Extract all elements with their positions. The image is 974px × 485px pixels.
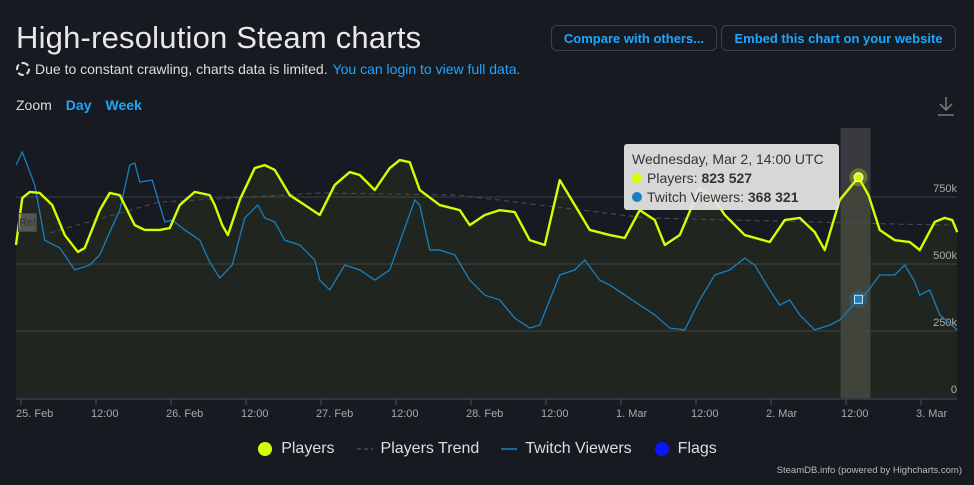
credit-text: SteamDB.info (powered by Highcharts.com) bbox=[776, 465, 962, 476]
y-tick-label: 750k bbox=[933, 183, 957, 195]
circle-icon bbox=[258, 442, 273, 456]
data-limit-notice: Due to constant crawling, charts data is… bbox=[16, 61, 520, 77]
tooltip-players-value: 823 527 bbox=[701, 170, 753, 186]
zoom-controls: Zoom Day Week bbox=[16, 97, 142, 113]
loading-circle-icon bbox=[16, 62, 30, 76]
legend-label: Players Trend bbox=[380, 440, 480, 457]
tooltip-twitch-value: 368 321 bbox=[747, 189, 799, 205]
x-tick-label: 2. Mar bbox=[766, 408, 798, 420]
legend-label: Flags bbox=[677, 440, 717, 457]
x-tick-label: 3. Mar bbox=[916, 408, 948, 420]
legend-twitch-viewers[interactable]: Twitch Viewers bbox=[501, 440, 632, 458]
x-tick-label: 27. Feb bbox=[316, 408, 353, 420]
flag-marker[interactable]: Rel bbox=[18, 213, 37, 232]
line-icon bbox=[501, 448, 518, 450]
x-tick-label: 12:00 bbox=[391, 408, 419, 420]
dash-line-icon bbox=[356, 448, 373, 450]
legend-label: Twitch Viewers bbox=[525, 440, 632, 457]
zoom-label: Zoom bbox=[16, 97, 52, 113]
players-hover-point bbox=[853, 172, 864, 183]
x-tick-label: 26. Feb bbox=[166, 408, 203, 420]
twitch-hover-point bbox=[854, 294, 863, 304]
players-dot-icon bbox=[632, 173, 642, 183]
twitch-dot-icon bbox=[632, 192, 642, 202]
players-line bbox=[14, 158, 959, 254]
chart-legend: Players Players Trend Twitch Viewers Fla… bbox=[0, 440, 974, 458]
hover-band bbox=[840, 128, 871, 398]
x-tick-label: 12:00 bbox=[91, 408, 119, 420]
x-tick-label: 12:00 bbox=[541, 408, 569, 420]
download-icon[interactable] bbox=[935, 95, 957, 117]
x-tick-label: 12:00 bbox=[691, 408, 719, 420]
legend-label: Players bbox=[281, 440, 335, 457]
tooltip-players-label: Players: bbox=[647, 170, 698, 186]
y-tick-label: 0 bbox=[951, 384, 957, 396]
notice-text: Due to constant crawling, charts data is… bbox=[35, 61, 328, 77]
tooltip-date: Wednesday, Mar 2, 14:00 UTC bbox=[632, 151, 824, 167]
x-tick-label: 12:00 bbox=[841, 408, 869, 420]
x-tick-label: 25. Feb bbox=[16, 408, 53, 420]
legend-flags[interactable]: Flags bbox=[654, 440, 717, 458]
tooltip-twitch-label: Twitch Viewers: bbox=[647, 189, 744, 205]
zoom-day-button[interactable]: Day bbox=[65, 97, 92, 113]
login-link[interactable]: You can login to view full data. bbox=[332, 61, 521, 77]
x-tick-label: 12:00 bbox=[241, 408, 269, 420]
x-tick-label: 28. Feb bbox=[466, 408, 503, 420]
legend-players-trend[interactable]: Players Trend bbox=[356, 440, 480, 458]
zoom-week-button[interactable]: Week bbox=[105, 97, 142, 113]
page-title: High-resolution Steam charts bbox=[16, 20, 422, 55]
compare-button[interactable]: Compare with others... bbox=[551, 25, 717, 51]
legend-players[interactable]: Players bbox=[257, 440, 335, 458]
y-tick-label: 250k bbox=[933, 317, 957, 329]
x-tick-label: 1. Mar bbox=[616, 408, 648, 420]
twitch-viewers-line bbox=[15, 150, 958, 331]
circle-icon bbox=[654, 442, 669, 456]
y-tick-label: 500k bbox=[933, 250, 957, 262]
embed-chart-button[interactable]: Embed this chart on your website bbox=[721, 25, 956, 51]
chart-tooltip: Wednesday, Mar 2, 14:00 UTC Players: 823… bbox=[624, 144, 839, 210]
